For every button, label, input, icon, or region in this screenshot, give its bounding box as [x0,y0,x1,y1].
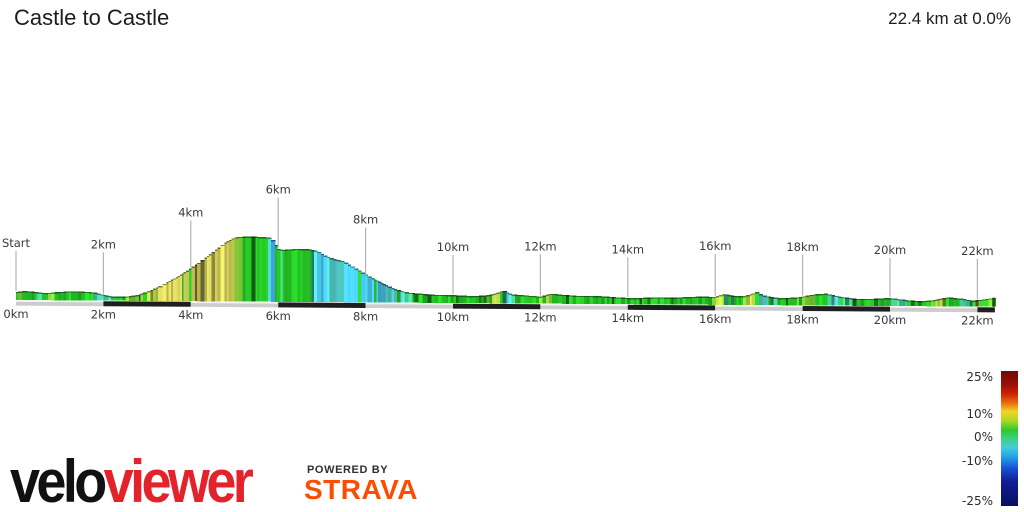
baseline-strip-segment [627,304,716,311]
legend-tick-label: 0% [973,430,993,444]
gradient-legend-bar [1001,371,1018,506]
baseline-strip-highlight [540,304,628,306]
x-axis-top-label: 6km [266,182,291,196]
legend-tick-label: 10% [966,407,993,422]
x-axis-top-label: 10km [437,240,470,254]
x-axis-top-label: 16km [699,239,732,253]
page-title: Castle to Castle [14,5,170,30]
baseline-strip-segment [278,302,366,308]
x-axis-top-label: 20km [874,243,907,257]
x-axis-top-label: 18km [786,240,819,254]
x-axis-bottom-label: 18km [786,312,819,326]
legend-tick-label: -25% [961,494,993,508]
x-axis-bottom-label: 12km [524,311,557,325]
baseline-strip-segment [802,306,890,312]
distance-gradient-summary: 22.4 km at 0.0% [888,9,1011,28]
x-axis-top-label: 12km [524,239,557,253]
x-axis-bottom-label: 0km [3,307,28,321]
baseline-strip-segment [453,303,541,310]
baseline-strip-highlight [365,303,454,305]
x-axis-bottom-label: 4km [178,308,203,322]
x-axis-bottom-label: 2km [91,308,116,322]
x-axis-top-label: 4km [178,206,203,220]
x-axis-top-label: Start [2,236,31,250]
veloviewer-logo: veloviewer [10,452,254,512]
elevation-stripes [16,236,997,307]
profile-end-cap [992,297,996,307]
legend-tick-label: 25% [966,369,993,384]
x-axis-bottom-label: 8km [353,309,378,323]
x-axis-top-label: 2km [91,237,116,251]
x-axis-top-label: 22km [961,244,994,258]
baseline-strip-segment [977,307,995,313]
legend-tick-label: -10% [961,454,993,469]
baseline-strip-highlight [15,300,104,303]
x-axis-top-label: 14km [612,242,645,256]
x-axis-bottom-label: 6km [266,309,291,323]
x-axis-top-label: 8km [353,213,378,227]
veloviewer-logo-viewer: viewer [103,448,254,512]
veloviewer-logo-velo: velo [10,448,107,512]
baseline-strip-highlight [715,305,803,308]
baseline-strip-segment [103,301,191,307]
baseline-strip-highlight [190,301,279,304]
x-axis-bottom-label: 16km [699,312,732,326]
strava-logo: STRAVA [304,474,418,505]
baseline-strip-highlight [889,306,978,309]
x-axis-bottom-label: 20km [874,313,907,327]
x-axis-bottom-label: 14km [612,311,645,325]
powered-by-label: POWERED BY [307,464,389,476]
x-axis-bottom-label: 10km [437,310,470,324]
x-axis-bottom-label: 22km [961,314,994,328]
